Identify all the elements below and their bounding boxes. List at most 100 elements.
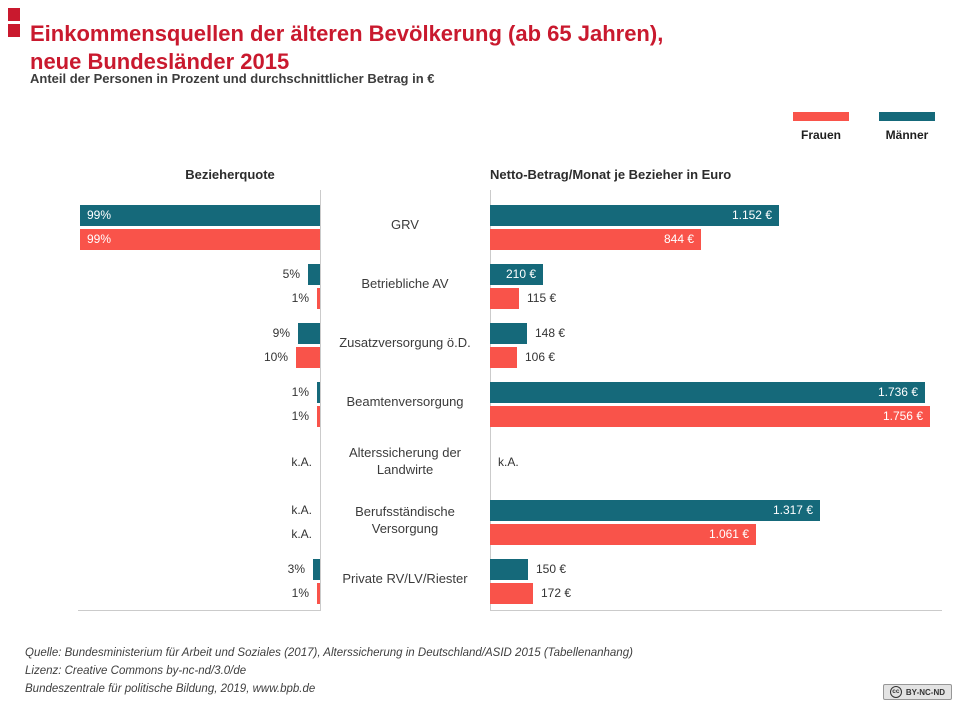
legend-label-maenner: Männer [885, 128, 929, 142]
bpb-logo-mark [8, 8, 20, 40]
left-panel-baseline [78, 610, 320, 611]
value-label: 99% [87, 232, 112, 246]
right-axis-title: Netto-Betrag/Monat je Bezieher in Euro [490, 167, 732, 182]
title-line-1: Einkommensquellen der älteren Bevölkerun… [30, 20, 664, 46]
bar-maenner: 1.152 € [490, 205, 779, 226]
chart-row: k.A. k.A. Berufsständische Versorgung 1.317… [0, 491, 962, 550]
bar-maenner [490, 559, 528, 580]
legend-label-frauen: Frauen [800, 128, 841, 142]
logo-square-bottom [8, 24, 20, 37]
left-panel-axis [320, 190, 321, 611]
bar-frauen: 1.756 € [490, 406, 930, 427]
legend-item-frauen: Frauen [793, 112, 849, 142]
category-cell: Alterssicherung der Landwirte [322, 432, 488, 491]
na-label: k.A. [291, 454, 312, 469]
quote-cell: 1% 1% [80, 373, 320, 432]
category-cell: Private RV/LV/Riester [322, 550, 488, 609]
cc-icon: cc [889, 686, 902, 698]
chart-row: 99% 99% GRV 1.152 € 844 € [0, 196, 962, 255]
amount-cell: k.A. [490, 432, 955, 491]
value-label: 172 € [541, 586, 572, 600]
value-label: 99% [87, 208, 112, 222]
bar-frauen [317, 583, 320, 604]
bar-frauen [317, 288, 320, 309]
logo-square-top [8, 8, 20, 21]
value-label: 1.736 € [877, 385, 918, 399]
footer: Quelle: Bundesministerium für Arbeit und… [25, 645, 633, 698]
value-label: 1.756 € [882, 409, 923, 423]
right-panel-baseline [490, 610, 942, 611]
quote-cell: k.A. [80, 432, 320, 491]
amount-cell: 150 € 172 € [490, 550, 955, 609]
amount-cell: 1.736 € 1.756 € [490, 373, 955, 432]
bar-frauen [490, 583, 533, 604]
amount-cell: 210 € 115 € [490, 255, 955, 314]
quote-cell: k.A. k.A. [80, 491, 320, 550]
value-label: 10% [263, 350, 288, 364]
value-label: 148 € [535, 326, 566, 340]
legend-swatch-frauen [793, 112, 849, 121]
value-label: 150 € [536, 562, 567, 576]
value-label: 1.152 € [731, 208, 772, 222]
category-cell: Zusatzversorgung ö.D. [322, 314, 488, 373]
bar-frauen [317, 406, 320, 427]
bar-frauen [490, 347, 517, 368]
bar-frauen: 1.061 € [490, 524, 756, 545]
category-cell: Berufsständische Versorgung [322, 491, 488, 550]
category-cell: Beamtenversorgung [322, 373, 488, 432]
chart-title: Einkommensquellen der älteren Bevölkerun… [30, 20, 663, 76]
value-label: 9% [272, 326, 290, 340]
value-label: 3% [287, 562, 305, 576]
footer-publisher: Bundeszentrale für politische Bildung, 2… [25, 682, 316, 695]
chart-row: 1% 1% Beamtenversorgung 1.736 € 1.756 € [0, 373, 962, 432]
amount-cell: 148 € 106 € [490, 314, 955, 373]
bar-frauen: 99% [80, 229, 320, 250]
chart-row: 3% 1% Private RV/LV/Riester 150 € 172 € [0, 550, 962, 609]
value-label: 1% [291, 385, 309, 399]
category-label: Beamtenversorgung [346, 394, 464, 410]
value-label: 210 € [505, 267, 536, 281]
footer-license: Lizenz: Creative Commons by-nc-nd/3.0/de [25, 664, 247, 677]
bar-maenner [298, 323, 320, 344]
chart-subtitle: Anteil der Personen in Prozent und durch… [30, 71, 435, 86]
category-cell: GRV [322, 196, 488, 255]
amount-cell: 1.317 € 1.061 € [490, 491, 955, 550]
category-cell: Betriebliche AV [322, 255, 488, 314]
legend: Frauen Männer [793, 112, 935, 142]
chart-row: 5% 1% Betriebliche AV 210 € 115 € [0, 255, 962, 314]
value-label: 115 € [527, 291, 557, 305]
value-label: 5% [282, 267, 300, 281]
chart-row: 9% 10% Zusatzversorgung ö.D. 148 € 106 € [0, 314, 962, 373]
category-label: Private RV/LV/Riester [342, 571, 468, 587]
bar-frauen [296, 347, 320, 368]
na-label: k.A. [291, 527, 312, 541]
value-label: 1% [291, 409, 309, 423]
quote-cell: 99% 99% [80, 196, 320, 255]
chart-body: 99% 99% GRV 1.152 € 844 € 5% 1% Betriebliche AV… [0, 190, 962, 611]
bar-frauen: 844 € [490, 229, 701, 250]
bar-maenner [313, 559, 320, 580]
value-label: 844 € [663, 232, 694, 246]
value-label: 1.061 € [708, 527, 749, 541]
bar-maenner: 210 € [490, 264, 543, 285]
value-label: 1% [291, 291, 309, 305]
amount-cell: 1.152 € 844 € [490, 196, 955, 255]
category-label: Betriebliche AV [361, 276, 449, 292]
title-line-2: neue Bundesländer 2015 [30, 48, 290, 74]
quote-cell: 5% 1% [80, 255, 320, 314]
bar-frauen [490, 288, 519, 309]
category-label: Alterssicherung der Landwirte [349, 444, 461, 477]
bar-maenner: 1.317 € [490, 500, 820, 521]
value-label: 106 € [525, 350, 556, 364]
category-label: Zusatzversorgung ö.D. [339, 335, 471, 351]
chart-row: k.A. Alterssicherung der Landwirte k.A. [0, 432, 962, 491]
cc-badge-label: BY-NC-ND [905, 687, 945, 697]
na-label: k.A. [498, 454, 519, 469]
bar-maenner: 1.736 € [490, 382, 925, 403]
left-axis-title: Bezieherquote [185, 167, 275, 182]
value-label: 1% [291, 586, 309, 600]
category-label: GRV [391, 217, 419, 233]
legend-swatch-maenner [879, 112, 935, 121]
cc-license-badge[interactable]: cc BY-NC-ND [882, 684, 952, 700]
na-label: k.A. [291, 503, 312, 517]
